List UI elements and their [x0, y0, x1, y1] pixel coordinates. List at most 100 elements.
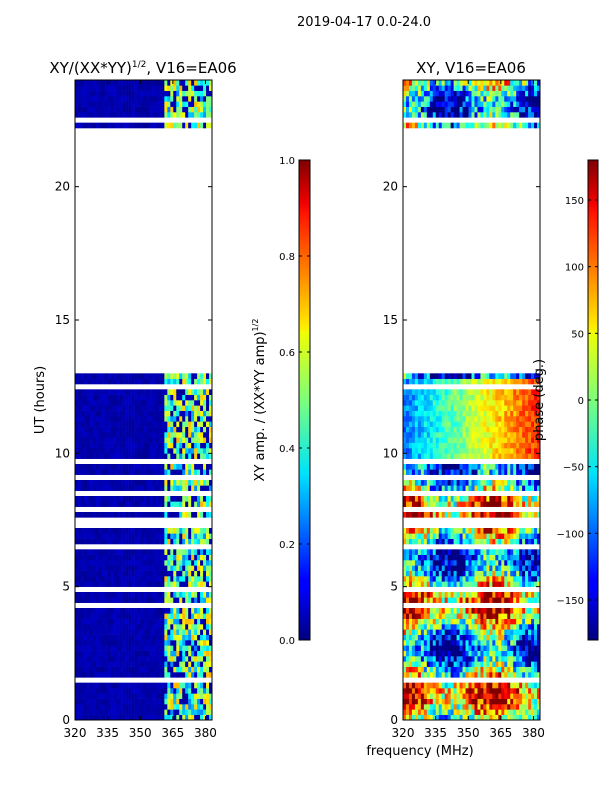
panel2-heat-cell — [534, 613, 538, 619]
panel2-heat-cell — [528, 549, 532, 555]
panel1-heat-cell — [170, 85, 174, 91]
panel2-heat-cell — [459, 613, 463, 619]
panel2-heat-cell — [465, 629, 469, 635]
panel2-heat-cell — [444, 448, 448, 454]
panel2-heat-cell — [492, 538, 496, 545]
panel1-heat-cell — [122, 645, 126, 651]
panel2-heat-cell — [504, 533, 508, 539]
panel2-heat-cell — [537, 432, 540, 438]
panel2-heat-cell — [474, 613, 478, 619]
panel1-heat-cell — [146, 80, 150, 86]
panel2-heat-cell — [405, 682, 410, 689]
panel2-heat-cell — [453, 576, 457, 582]
panel1-heat-cell — [107, 581, 112, 587]
panel2-heat-cell — [426, 437, 431, 443]
panel1-heat-cell — [173, 698, 177, 705]
panel1-heat-cell — [191, 80, 195, 86]
panel1-heat-cell — [197, 101, 201, 107]
panel2-heat-cell — [435, 448, 440, 454]
panel1-heat-cell — [75, 650, 79, 657]
panel2-heat-cell — [495, 560, 499, 566]
panel2-heat-cell — [522, 704, 526, 710]
panel2-heat-cell — [474, 448, 478, 454]
panel2-heat-cell — [474, 549, 478, 555]
panel1-heat-cell — [122, 90, 126, 97]
panel1-heat-cell — [137, 464, 141, 470]
panel2-heat-cell — [531, 437, 535, 443]
panel1-heat-cell — [98, 533, 103, 539]
panel2-heat-cell — [519, 618, 523, 625]
panel1-heat-cell — [77, 597, 82, 603]
panel1-heat-cell — [119, 416, 123, 422]
panel2-heat-cell — [411, 634, 416, 641]
panel2-heat-cell — [504, 629, 508, 635]
panel1-heat-cell — [155, 389, 159, 395]
panel1-heat-cell — [149, 554, 153, 561]
panel2-heat-cell — [537, 597, 540, 603]
panel1-heat-cell — [77, 80, 82, 86]
panel1-heat-cell — [194, 581, 198, 587]
panel2-heat-cell — [498, 650, 502, 657]
panel1-heat-cell — [128, 480, 132, 486]
panel1-heat-cell — [116, 576, 120, 582]
panel1-heat-cell — [188, 666, 192, 673]
panel1-heat-cell — [206, 448, 210, 454]
panel1-heat-cell — [146, 496, 150, 502]
panel2-heat-cell — [522, 709, 526, 715]
panel1-heat-cell — [197, 400, 201, 406]
panel1-heat-cell — [101, 613, 106, 619]
panel1-heat-cell — [143, 656, 147, 662]
panel2-heat-cell — [537, 709, 540, 715]
panel1-heat-cell — [104, 549, 109, 555]
panel1-heat-cell — [113, 389, 117, 395]
panel1-heat-cell — [170, 576, 174, 582]
panel1-heat-cell — [122, 528, 126, 534]
panel1-heat-cell — [149, 608, 153, 614]
panel1-heat-cell — [158, 581, 162, 587]
panel1-heat-cell — [161, 592, 165, 598]
panel1-heat-cell — [86, 698, 91, 705]
panel1-heat-cell — [101, 576, 106, 582]
panel1-heat-cell — [149, 432, 153, 438]
panel2-heat-cell — [426, 496, 431, 502]
panel1-heat-cell — [164, 410, 168, 417]
panel2-heat-cell — [441, 480, 445, 486]
panel1-heat-cell — [131, 565, 135, 571]
panel1-heat-cell — [119, 576, 123, 582]
panel1-heat-cell — [125, 80, 129, 86]
panel2-heat-cell — [426, 533, 431, 539]
panel1-heat-cell — [161, 682, 165, 689]
panel1-heat-cell — [83, 650, 88, 657]
panel1-heat-cell — [80, 538, 85, 545]
panel2-heat-cell — [456, 581, 460, 587]
panel2-heat-cell — [504, 672, 508, 678]
panel1-heat-cell — [161, 448, 165, 454]
panel1-heat-cell — [182, 416, 186, 422]
panel1-heat-cell — [128, 90, 132, 97]
panel1-heat-cell — [119, 378, 123, 385]
panel1-heat-cell — [77, 448, 82, 454]
panel1-heat-cell — [101, 549, 106, 555]
panel1-heat-cell — [170, 480, 174, 486]
panel2-heat-cell — [429, 688, 434, 694]
panel2-heat-cell — [447, 512, 451, 518]
panel1-heat-cell — [191, 592, 195, 598]
panel1-heat-cell — [176, 400, 180, 406]
panel1-heat-cell — [89, 80, 94, 86]
panel2-heat-cell — [495, 538, 499, 545]
panel1-heat-cell — [158, 432, 162, 438]
panel2-heat-cell — [459, 581, 463, 587]
panel1-heat-cell — [206, 640, 210, 646]
panel1-heat-cell — [164, 688, 168, 694]
panel1-heat-cell — [75, 378, 79, 385]
panel1-heatmap — [75, 80, 212, 720]
panel1-heat-cell — [200, 464, 204, 470]
panel1-heat-cell — [95, 496, 100, 502]
panel1-heat-cell — [209, 576, 212, 582]
panel2-heat-cell — [507, 576, 511, 582]
panel1-heat-cell — [92, 405, 97, 411]
panel1-heat-cell — [155, 501, 159, 507]
panel1-heat-cell — [128, 592, 132, 598]
panel1-heat-cell — [167, 549, 171, 555]
panel1-heat-cell — [137, 709, 141, 715]
